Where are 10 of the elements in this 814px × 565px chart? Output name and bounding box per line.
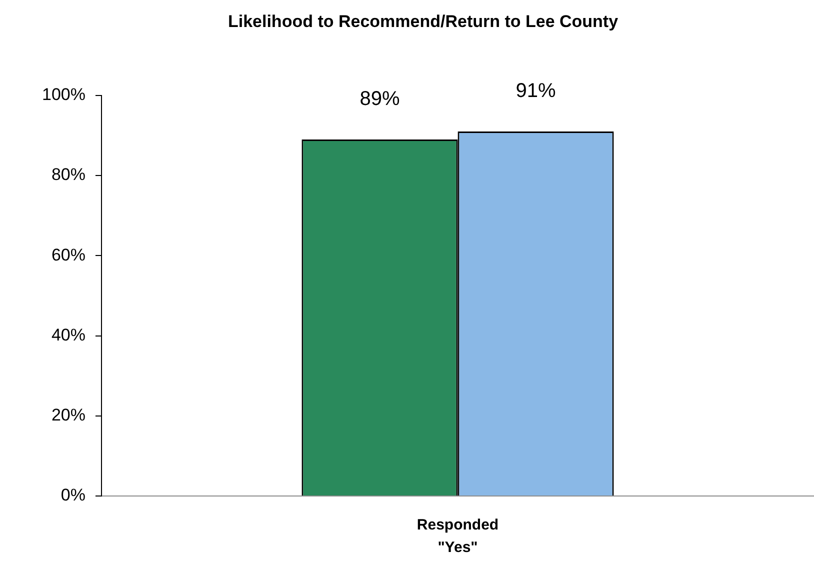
data-label: 89% <box>360 88 400 110</box>
y-tick-label: 80% <box>51 165 86 184</box>
y-tick-label: 60% <box>51 245 86 264</box>
chart-title: Likelihood to Recommend/Return to Lee County <box>228 12 619 31</box>
data-label: 91% <box>516 80 556 102</box>
y-tick-label: 20% <box>51 406 86 425</box>
y-tick-label: 100% <box>42 85 86 104</box>
y-tick-label: 40% <box>51 325 86 344</box>
y-tick-label: 0% <box>60 486 86 505</box>
x-tick-label: Responded "Yes" <box>416 516 499 556</box>
